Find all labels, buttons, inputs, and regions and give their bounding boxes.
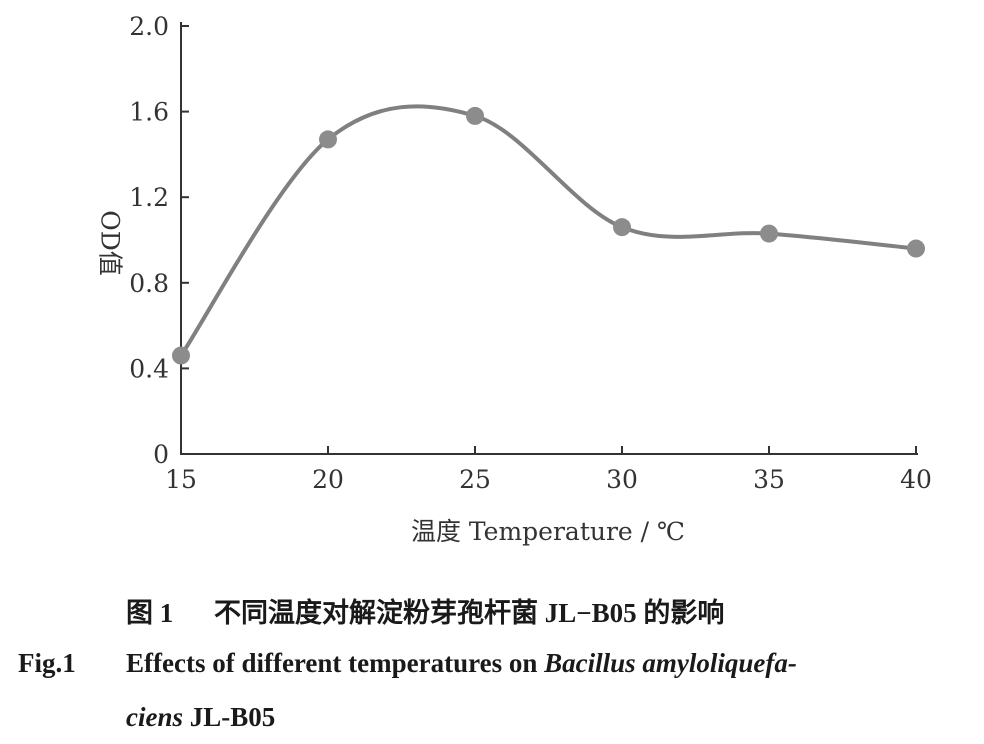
figure-caption-zh: 不同温度对解淀粉芽孢杆菌 JL−B05 的影响 — [214, 598, 725, 628]
figure-caption-en-line1: Effects of different temperatures on Bac… — [126, 648, 797, 679]
y-axis-title: OD值 — [96, 210, 125, 276]
data-point — [466, 106, 484, 125]
data-points — [172, 106, 925, 365]
data-point — [172, 346, 190, 365]
x-tick-label: 25 — [459, 465, 491, 494]
caption-en-strain: JL-B05 — [183, 702, 276, 732]
figure-caption-en-line2: ciens JL-B05 — [126, 702, 275, 733]
caption-en-species-part2: ciens — [126, 702, 183, 732]
data-point — [613, 218, 631, 237]
x-axis: 15 20 25 30 35 40 — [165, 446, 932, 494]
y-tick-label: 0 — [153, 440, 169, 469]
x-tick-label: 40 — [900, 465, 932, 494]
y-tick-label: 2.0 — [129, 12, 169, 41]
figure-number-en: Fig.1 — [18, 648, 76, 678]
caption-en-prefix: Effects of different temperatures on — [126, 648, 545, 678]
chart: 0 0.4 0.8 1.2 1.6 2.0 15 20 25 30 35 40 OD值 温度 Tem… — [96, 12, 932, 546]
data-point — [319, 130, 337, 149]
series-line — [179, 104, 918, 358]
data-point — [760, 224, 778, 243]
y-tick-label: 0.8 — [129, 269, 169, 298]
x-axis-title: 温度 Temperature / ℃ — [411, 517, 685, 546]
y-tick-label: 0.4 — [129, 354, 169, 383]
caption-en-species-part1: Bacillus amyloliquefa- — [544, 648, 797, 678]
x-tick-label: 20 — [312, 465, 344, 494]
x-tick-label: 15 — [165, 465, 197, 494]
data-point — [907, 239, 925, 258]
x-tick-label: 35 — [753, 465, 785, 494]
y-tick-label: 1.2 — [129, 183, 169, 212]
y-tick-label: 1.6 — [129, 98, 169, 127]
figure-number-zh: 图 1 — [126, 598, 174, 628]
y-axis: 0 0.4 0.8 1.2 1.6 2.0 — [129, 12, 189, 469]
x-tick-label: 30 — [606, 465, 638, 494]
